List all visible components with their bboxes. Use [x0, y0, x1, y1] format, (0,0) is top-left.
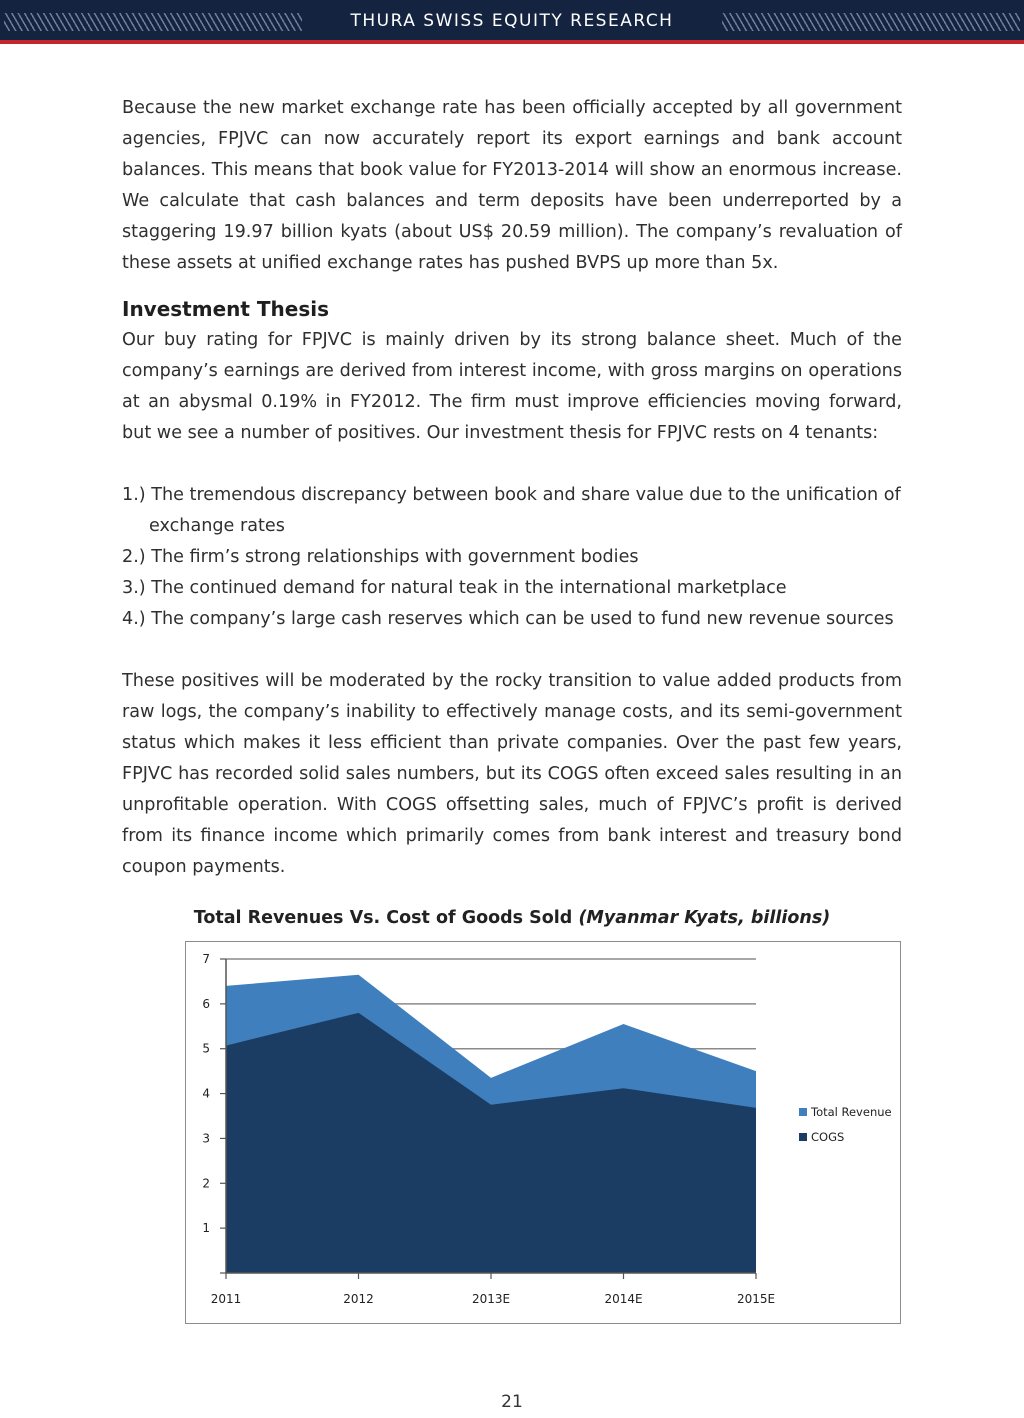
list-item: 1.) The tremendous discrepancy between b…: [122, 485, 901, 536]
x-tick-label: 2014E: [604, 1292, 642, 1306]
paragraph-book-value: Because the new market exchange rate has…: [122, 98, 902, 273]
header-hatch-left: [4, 13, 302, 31]
list-item: 4.) The company’s large cash reserves wh…: [122, 609, 894, 629]
y-tick-label: 5: [202, 1042, 210, 1056]
main-content: Because the new market exchange rate has…: [122, 93, 902, 883]
x-tick-label: 2015E: [737, 1292, 775, 1306]
y-tick-label: 3: [202, 1131, 210, 1145]
header-hatch-right: [722, 13, 1020, 31]
legend-label: COGS: [811, 1130, 844, 1144]
header-bar: THURA SWISS EQUITY RESEARCH: [0, 0, 1024, 40]
header-title: THURA SWISS EQUITY RESEARCH: [350, 11, 674, 31]
page-number: 21: [501, 1392, 523, 1412]
y-tick-label: 6: [202, 997, 210, 1011]
list-item: 3.) The continued demand for natural tea…: [122, 578, 787, 598]
y-tick-label: 2: [202, 1176, 210, 1190]
area-chart: 1 2 3 4 5 6 7 2011 2012 2013E 2014E 2015E Total Rev…: [202, 952, 892, 1306]
y-tick-label: 1: [202, 1221, 210, 1235]
chart-title: Total Revenues Vs. Cost of Goods Sold (M…: [122, 908, 902, 928]
legend-swatch: [799, 1108, 807, 1116]
x-tick-label: 2013E: [472, 1292, 510, 1306]
y-tick-label: 4: [202, 1087, 210, 1101]
y-tick-label: 7: [202, 952, 210, 966]
section-heading: Investment Thesis: [122, 297, 330, 321]
x-tick-label: 2012: [343, 1292, 374, 1306]
paragraph-investment-thesis: Our buy rating for FPJVC is mainly drive…: [122, 330, 902, 443]
chart-title-main: Total Revenues Vs. Cost of Goods Sold: [193, 908, 573, 928]
chart-frame: 1 2 3 4 5 6 7 2011 2012 2013E 2014E 2015E Total Rev…: [185, 941, 901, 1324]
header-red-rule: [0, 40, 1024, 44]
paragraph-risks: These positives will be moderated by the…: [122, 671, 902, 877]
legend-label: Total Revenue: [810, 1105, 892, 1119]
x-tick-label: 2011: [211, 1292, 242, 1306]
chart-title-units: (Myanmar Kyats, billions): [578, 908, 831, 928]
legend-swatch: [799, 1133, 807, 1141]
area-series: [226, 1012, 756, 1273]
list-item: 2.) The firm’s strong relationships with…: [122, 547, 639, 567]
